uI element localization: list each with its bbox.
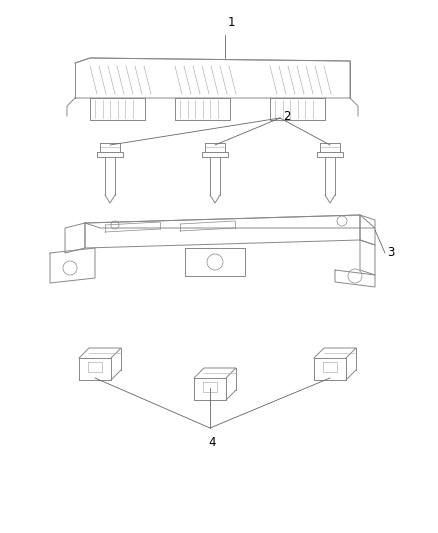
Text: 3: 3 bbox=[387, 246, 394, 260]
Text: 2: 2 bbox=[283, 109, 290, 123]
Text: 1: 1 bbox=[228, 17, 236, 29]
Text: 4: 4 bbox=[208, 436, 216, 449]
